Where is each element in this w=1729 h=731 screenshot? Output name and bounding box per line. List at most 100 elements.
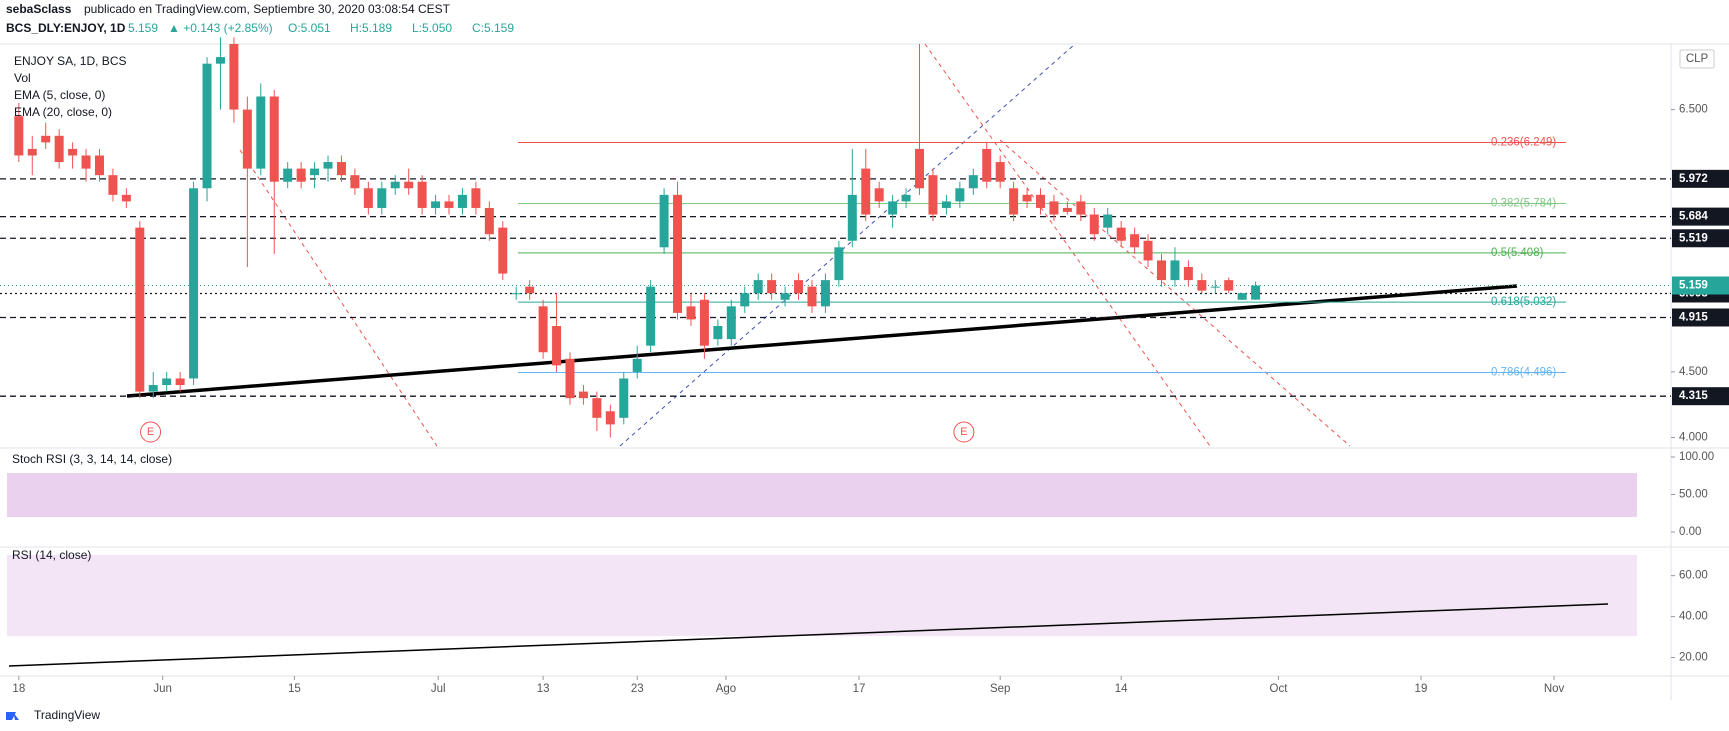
candle-body — [323, 162, 333, 169]
candle-body — [686, 306, 696, 320]
candle-body — [767, 280, 777, 294]
candle-body — [941, 201, 951, 208]
candle-body — [578, 391, 588, 399]
candle-body — [444, 201, 454, 208]
rsi-trendline — [8, 603, 1609, 667]
event-label: E — [960, 426, 967, 438]
candle-body — [592, 398, 602, 418]
candle-body — [861, 168, 871, 215]
candle-body — [995, 162, 1005, 182]
candle-body — [901, 194, 911, 202]
ohlc-open: O:5.051 — [288, 21, 331, 35]
candle-body — [135, 227, 145, 392]
x-tick-label: Nov — [1544, 683, 1565, 695]
candle-body — [888, 201, 898, 215]
candle-body — [820, 280, 830, 307]
level-tag-label: 4.915 — [1679, 312, 1708, 324]
ohlc-high: H:5.189 — [350, 21, 392, 35]
candle-body — [968, 175, 978, 189]
fib-label: 0.382(5.784) — [1491, 198, 1556, 210]
candle-body — [94, 155, 104, 176]
x-tick-label: 13 — [537, 683, 550, 695]
event-marker — [953, 421, 975, 443]
candle-body — [982, 148, 992, 182]
candle-body — [1251, 285, 1261, 300]
ohlc-close: C:5.159 — [472, 21, 514, 35]
candle-body — [915, 148, 925, 189]
candle-body — [619, 378, 629, 418]
y-tick-label: 40.00 — [1679, 611, 1708, 623]
symbol: BCS_DLY:ENJOY, 1D — [6, 21, 126, 35]
candle-body — [1224, 280, 1234, 291]
candle-body — [1076, 201, 1086, 215]
candle-body — [1089, 214, 1099, 235]
published: publicado en TradingView.com, Septiembre… — [84, 2, 451, 16]
x-tick-label: 18 — [12, 683, 25, 695]
x-tick-label: Oct — [1270, 683, 1289, 695]
brand-logo — [6, 712, 19, 720]
candle-body — [740, 293, 750, 307]
rsi-title: RSI (14, close) — [12, 548, 91, 562]
last: 5.159 — [128, 21, 158, 35]
legend-title: ENJOY SA, 1D, BCS — [14, 54, 126, 68]
candle-body — [659, 194, 669, 248]
last-price-tag — [1672, 276, 1729, 295]
candle-body — [1103, 214, 1113, 228]
candle-body — [511, 293, 521, 295]
candle-body — [377, 188, 387, 208]
candle-body — [847, 194, 857, 241]
plot: 6.500 4.500 4.000 18 Jun 15 Jul 13 23 Ago 17 Sep 14 O… — [0, 37, 1729, 695]
candle-body — [928, 175, 938, 215]
support-line — [126, 284, 1518, 398]
candle-body — [1009, 188, 1019, 215]
level-tag-label: 5.519 — [1679, 232, 1708, 244]
candle-body — [1156, 260, 1166, 281]
x-tick-label: Ago — [716, 683, 736, 695]
x-tick-label: 15 — [288, 683, 301, 695]
trend-drawing — [924, 43, 1211, 447]
currency-badge — [1679, 49, 1715, 69]
stoch-title: Stoch RSI (3, 3, 14, 14, close) — [12, 452, 172, 466]
rsi-band — [7, 555, 1637, 636]
currency: CLP — [1686, 53, 1709, 65]
candle-body — [1130, 234, 1140, 248]
y-tick-label: 4.000 — [1679, 432, 1708, 444]
candle-body — [605, 411, 615, 425]
candle-body — [713, 326, 723, 340]
x-tick-label: 14 — [1115, 683, 1128, 695]
x-tick-label: Jul — [431, 683, 446, 695]
candle-body — [1062, 207, 1072, 212]
x-tick-label: Jun — [153, 683, 172, 695]
x-tick-label: 23 — [631, 683, 644, 695]
candle-body — [807, 286, 817, 307]
trend-drawing — [619, 43, 1076, 447]
candle-body — [1183, 266, 1193, 281]
candle-body — [256, 96, 266, 169]
candle-body — [404, 181, 414, 189]
candle-body — [1210, 286, 1220, 288]
candle-body — [673, 194, 683, 313]
candle-body — [1143, 240, 1153, 261]
ohlc-low: L:5.050 — [412, 21, 452, 35]
legend-item: Vol — [14, 71, 31, 85]
level-tag-label: 5.684 — [1679, 211, 1708, 223]
event-label: E — [147, 426, 154, 438]
candle-body — [484, 207, 494, 235]
level-tag — [1672, 229, 1729, 248]
candle-body — [283, 168, 293, 182]
candle-body — [753, 280, 763, 294]
candle-body — [780, 293, 790, 300]
candle-body — [175, 378, 185, 386]
y-tick-label: 0.00 — [1679, 526, 1701, 538]
stoch-band — [7, 473, 1637, 517]
brand: TradingView — [34, 708, 100, 722]
candle-body — [121, 194, 131, 202]
candle-body — [646, 286, 656, 346]
candle-body — [1036, 194, 1046, 208]
candle-body — [14, 116, 24, 156]
candle-body — [81, 155, 91, 169]
candle-body — [538, 306, 548, 353]
candle-body — [1197, 280, 1207, 291]
candle-body — [632, 358, 642, 372]
